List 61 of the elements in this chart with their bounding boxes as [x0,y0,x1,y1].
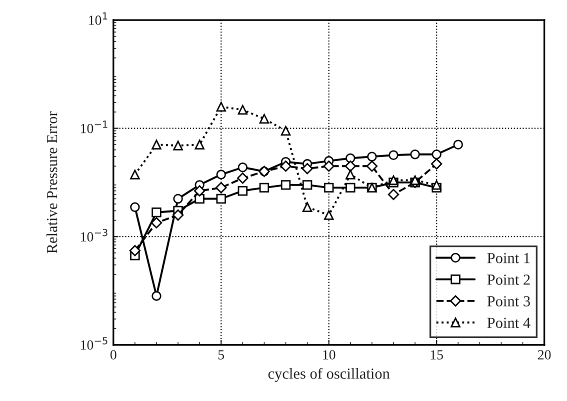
legend-label: Point 4 [487,318,530,328]
point [129,245,141,256]
point [302,202,312,212]
point [194,185,206,196]
point [130,170,140,180]
point [216,102,226,112]
point [238,104,248,115]
point [346,182,356,193]
legend-label: Point 1 [487,252,530,264]
point [238,186,248,196]
point [323,160,334,172]
point [388,188,400,200]
point [432,180,442,190]
legend-label: Point 3 [487,296,530,306]
point [344,160,356,172]
x-tick-label: 10 [323,350,336,360]
point [280,126,291,136]
point [302,180,312,190]
y-axis-title: Relative Pressure Error [46,111,58,254]
point [280,180,291,190]
point [388,150,398,160]
y-tick-label: 10$^{1}$ [89,12,108,25]
point [150,217,162,228]
legend-label: Point 2 [487,274,530,285]
point [453,140,463,150]
point [324,182,334,193]
x-tick-label: 0 [110,350,116,360]
y-tick-label: 10$^{−1}$ [81,120,108,134]
point [194,140,204,150]
point [173,140,183,150]
point [410,175,420,186]
point [216,182,227,194]
y-tick-label: 10$^{−5}$ [81,337,108,350]
point [152,208,162,218]
point [280,160,292,172]
point [432,150,442,160]
point [367,152,377,162]
point [410,150,420,160]
point [130,202,140,212]
x-tick-label: 20 [538,350,551,360]
point [238,162,248,172]
y-tick-label: 10$^{−3}$ [81,228,108,242]
point [259,182,270,193]
point [172,209,184,221]
point [173,194,183,204]
point [430,158,442,170]
point [152,291,162,301]
point [237,172,248,184]
x-axis-title: cycles of oscillation [268,368,390,382]
point [152,140,162,150]
point [216,194,226,204]
point [259,114,270,124]
point [346,170,356,180]
point [388,175,398,186]
point [216,170,226,180]
point [324,210,334,220]
x-tick-label: 15 [430,350,443,360]
point [346,153,356,164]
point [302,163,313,174]
x-tick-label: 5 [218,350,224,360]
point [366,160,378,172]
